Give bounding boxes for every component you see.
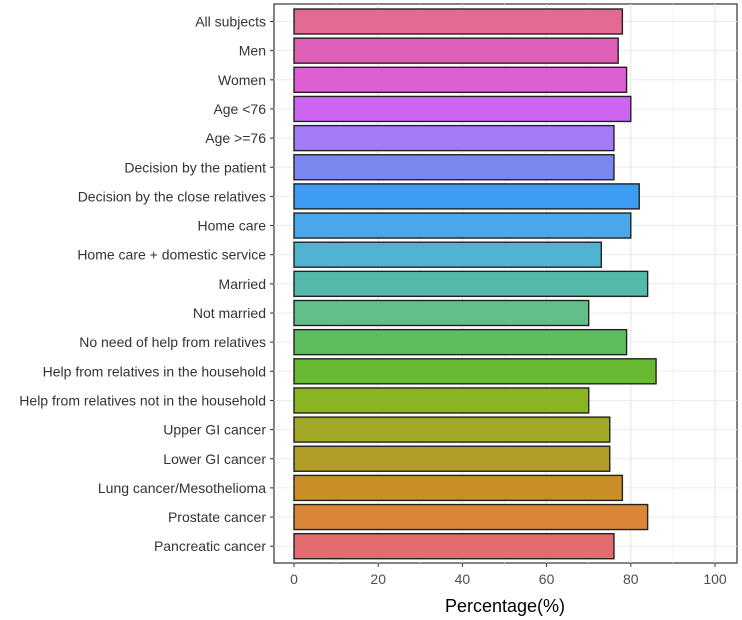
x-tick-label: 40 xyxy=(455,571,471,587)
category-label: Women xyxy=(218,72,266,88)
category-label: All subjects xyxy=(195,14,266,30)
category-label: Age <76 xyxy=(213,101,266,117)
category-labels: All subjects Men Women Age <76 Age >=76 Decis… xyxy=(19,14,274,554)
bar xyxy=(293,124,615,152)
bar xyxy=(293,37,619,64)
bar xyxy=(293,270,649,298)
category-label: Help from relatives in the household xyxy=(43,363,266,379)
category-label: Lower GI cancer xyxy=(163,451,266,467)
bar xyxy=(293,154,615,181)
category-label: Home care xyxy=(198,218,267,234)
category-label: Home care + domestic service xyxy=(77,247,266,263)
category-label: Help from relatives not in the household xyxy=(19,392,266,408)
category-label: Decision by the close relatives xyxy=(78,188,266,204)
category-label: Men xyxy=(239,43,266,59)
bar xyxy=(293,66,628,94)
bar xyxy=(293,8,624,35)
bar xyxy=(293,358,657,385)
bar xyxy=(293,241,603,268)
category-label: Decision by the patient xyxy=(124,159,266,175)
bar xyxy=(293,416,611,443)
category-label: Not married xyxy=(193,305,266,321)
bar xyxy=(293,183,640,210)
bar xyxy=(293,387,590,414)
x-tick-label: 100 xyxy=(703,571,727,587)
bar xyxy=(293,299,590,327)
x-tick-label: 80 xyxy=(623,571,639,587)
category-label: Pancreatic cancer xyxy=(154,538,266,554)
bar xyxy=(293,95,632,123)
category-label: Lung cancer/Mesothelioma xyxy=(98,480,266,496)
x-axis-title: Percentage(%) xyxy=(445,596,565,616)
x-axis-ticks: 0 20 40 60 80 100 xyxy=(290,563,727,587)
x-tick-label: 20 xyxy=(370,571,386,587)
bar xyxy=(293,212,632,239)
x-tick-label: 60 xyxy=(539,571,555,587)
bar xyxy=(293,503,649,531)
category-label: Married xyxy=(219,276,266,292)
category-label: Prostate cancer xyxy=(168,509,266,525)
bar xyxy=(293,474,624,502)
bar xyxy=(293,533,615,560)
category-label: Age >=76 xyxy=(205,130,266,146)
bar xyxy=(293,328,628,356)
bar xyxy=(293,445,611,472)
bars-layer xyxy=(293,8,657,560)
category-label: Upper GI cancer xyxy=(163,422,266,438)
x-tick-label: 0 xyxy=(290,571,298,587)
category-label: No need of help from relatives xyxy=(79,334,266,350)
